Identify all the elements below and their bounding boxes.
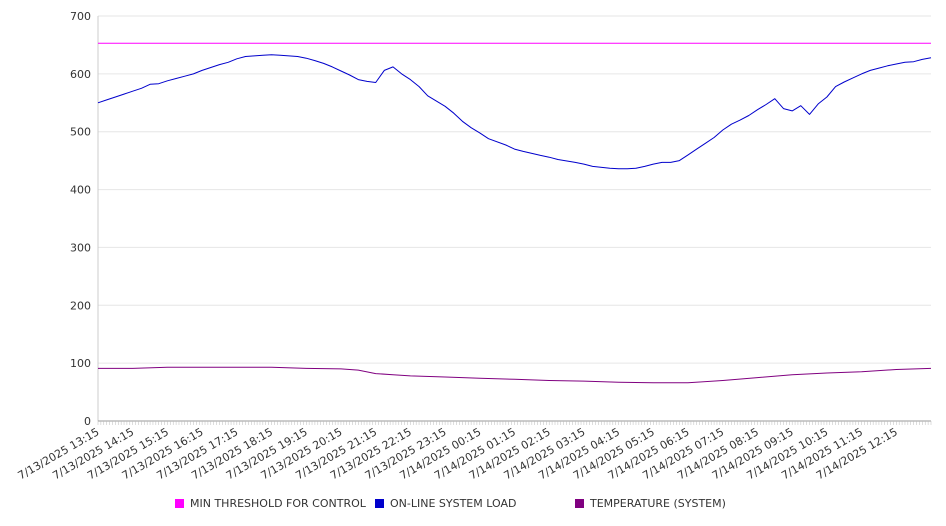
y-axis-tick-labels: 0 100 200 300 400 500 600 700: [70, 10, 91, 428]
y-tick-label: 500: [70, 126, 91, 139]
x-axis-tick-labels: 7/13/2025 13:157/13/2025 14:157/13/2025 …: [16, 425, 900, 482]
grid-lines: [98, 15, 931, 364]
series-lines: [97, 42, 932, 384]
y-tick-label: 100: [70, 357, 91, 370]
y-tick-label: 300: [70, 241, 91, 254]
legend-label: ON-LINE SYSTEM LOAD: [390, 497, 517, 510]
legend-swatch-magenta: [175, 499, 184, 508]
legend-label: MIN THRESHOLD FOR CONTROL: [190, 497, 366, 510]
y-tick-label: 200: [70, 299, 91, 312]
legend-label: TEMPERATURE (SYSTEM): [590, 497, 726, 510]
legend-item-min-threshold[interactable]: MIN THRESHOLD FOR CONTROL: [175, 497, 366, 510]
series-line-1: [97, 54, 932, 170]
axes: [97, 16, 932, 425]
legend-item-temperature[interactable]: TEMPERATURE (SYSTEM): [575, 497, 726, 510]
legend-swatch-blue: [375, 499, 384, 508]
y-tick-label: 400: [70, 184, 91, 197]
legend: MIN THRESHOLD FOR CONTROL ON-LINE SYSTEM…: [0, 497, 946, 515]
legend-item-system-load[interactable]: ON-LINE SYSTEM LOAD: [375, 497, 516, 510]
y-tick-label: 0: [84, 415, 91, 428]
series-line-2: [98, 366, 932, 384]
y-tick-label: 700: [70, 10, 91, 23]
y-tick-label: 600: [70, 68, 91, 81]
legend-swatch-purple: [575, 499, 584, 508]
